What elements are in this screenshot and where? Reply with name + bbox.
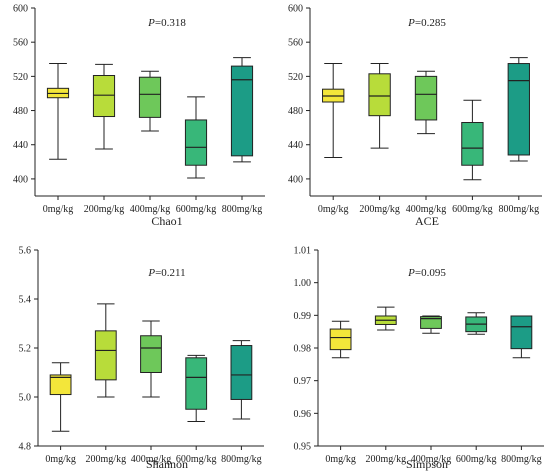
x-tick-label: 0mg/kg <box>318 204 349 215</box>
y-tick-label: 520 <box>13 72 28 83</box>
box-200mg-kg <box>92 63 116 150</box>
y-tick-label: 0.98 <box>294 344 312 355</box>
x-tick-label: 800mg/kg <box>499 204 540 215</box>
p-value-label: P=0.318 <box>147 17 186 29</box>
iqr-box <box>230 65 254 157</box>
y-tick-label: 0.99 <box>294 311 312 322</box>
iqr-box <box>461 122 484 166</box>
y-tick-label: 440 <box>13 140 28 151</box>
y-tick-label: 0.95 <box>294 442 312 453</box>
y-tick-label: 560 <box>288 38 303 49</box>
x-tick-label: 800mg/kg <box>501 454 542 465</box>
panel-simpson: P=0.095 Simpson 0.95 0.96 0.97 0.98 0.99 1.00… <box>294 246 544 471</box>
y-tick-label: 5.0 <box>19 393 32 404</box>
box-400mg-kg <box>138 70 162 132</box>
y-tick-label: 4.8 <box>19 442 32 453</box>
iqr-box <box>420 316 442 329</box>
y-tick-label: 600 <box>288 4 303 15</box>
x-tick-label: 800mg/kg <box>222 204 263 215</box>
box-200mg-kg <box>368 63 391 149</box>
y-tick-label: 0.96 <box>294 409 312 420</box>
iqr-box <box>185 357 208 410</box>
box-0mg-kg <box>329 320 352 359</box>
y-tick-label: 440 <box>288 140 303 151</box>
box-600mg-kg <box>461 99 484 181</box>
iqr-box <box>49 374 72 396</box>
iqr-box <box>368 73 391 117</box>
x-axis-title: Chao1 <box>151 214 182 228</box>
box-400mg-kg <box>420 315 442 334</box>
iqr-box <box>138 76 162 118</box>
x-tick-label: 400mg/kg <box>411 454 452 465</box>
y-tick-label: 5.4 <box>19 295 32 306</box>
x-axis-title: ACE <box>415 214 439 228</box>
y-tick-label: 480 <box>288 106 303 117</box>
iqr-box <box>94 330 117 381</box>
box-200mg-kg <box>94 303 117 398</box>
x-tick-label: 200mg/kg <box>86 454 127 465</box>
x-tick-label: 400mg/kg <box>130 204 171 215</box>
x-tick-label: 600mg/kg <box>452 204 493 215</box>
y-tick-label: 5.6 <box>19 246 32 257</box>
y-tick-label: 5.2 <box>19 344 32 355</box>
iqr-box <box>414 75 438 121</box>
x-tick-label: 200mg/kg <box>359 204 400 215</box>
x-tick-label: 0mg/kg <box>43 204 74 215</box>
box-800mg-kg <box>230 57 254 163</box>
y-tick-label: 560 <box>13 38 28 49</box>
x-tick-label: 400mg/kg <box>131 454 172 465</box>
panel-ace: P=0.285 ACE 400 440 480 520 560 600 0mg/kg 200m… <box>288 4 542 228</box>
p-value-label: P=0.285 <box>407 17 446 29</box>
y-tick-label: 600 <box>13 4 28 15</box>
y-tick-label: 1.01 <box>294 246 312 257</box>
box-800mg-kg <box>507 57 530 162</box>
x-tick-label: 200mg/kg <box>84 204 125 215</box>
y-tick-label: 520 <box>288 72 303 83</box>
box-800mg-kg <box>510 315 533 359</box>
iqr-box <box>184 119 208 166</box>
x-tick-label: 400mg/kg <box>406 204 447 215</box>
x-tick-label: 600mg/kg <box>176 204 217 215</box>
box-0mg-kg <box>49 362 72 432</box>
x-axis-title: Shannon <box>146 457 188 471</box>
y-tick-label: 400 <box>288 174 303 185</box>
iqr-box <box>507 63 530 156</box>
x-tick-label: 600mg/kg <box>176 454 217 465</box>
p-value-label: P=0.211 <box>147 267 185 279</box>
y-tick-label: 0.97 <box>294 376 312 387</box>
iqr-box <box>140 335 162 373</box>
iqr-box <box>329 328 352 351</box>
box-600mg-kg <box>184 96 208 179</box>
x-tick-label: 800mg/kg <box>221 454 262 465</box>
y-tick-label: 400 <box>13 174 28 185</box>
panel-chao1: P=0.318 Chao1 400 440 480 520 560 600 0mg/kg 20… <box>13 4 265 228</box>
p-value-label: P=0.095 <box>407 267 446 279</box>
y-tick-label: 1.00 <box>294 278 312 289</box>
box-200mg-kg <box>374 306 397 331</box>
box-600mg-kg <box>185 354 208 422</box>
iqr-box <box>510 315 533 350</box>
y-tick-label: 480 <box>13 106 28 117</box>
x-tick-label: 0mg/kg <box>325 454 356 465</box>
x-tick-label: 0mg/kg <box>45 454 76 465</box>
x-tick-label: 200mg/kg <box>366 454 407 465</box>
panel-shannon: P=0.211 Shannon 4.8 5.0 5.2 5.4 5.6 0mg/kg 200… <box>19 246 264 471</box>
x-axis-title: Simpson <box>406 457 448 471</box>
iqr-box <box>230 345 253 400</box>
box-400mg-kg <box>140 320 162 398</box>
box-0mg-kg <box>46 63 70 160</box>
box-800mg-kg <box>230 340 253 420</box>
box-400mg-kg <box>414 70 438 135</box>
box-600mg-kg <box>465 312 488 335</box>
x-tick-label: 600mg/kg <box>456 454 497 465</box>
box-0mg-kg <box>322 63 345 159</box>
iqr-box <box>92 75 116 118</box>
